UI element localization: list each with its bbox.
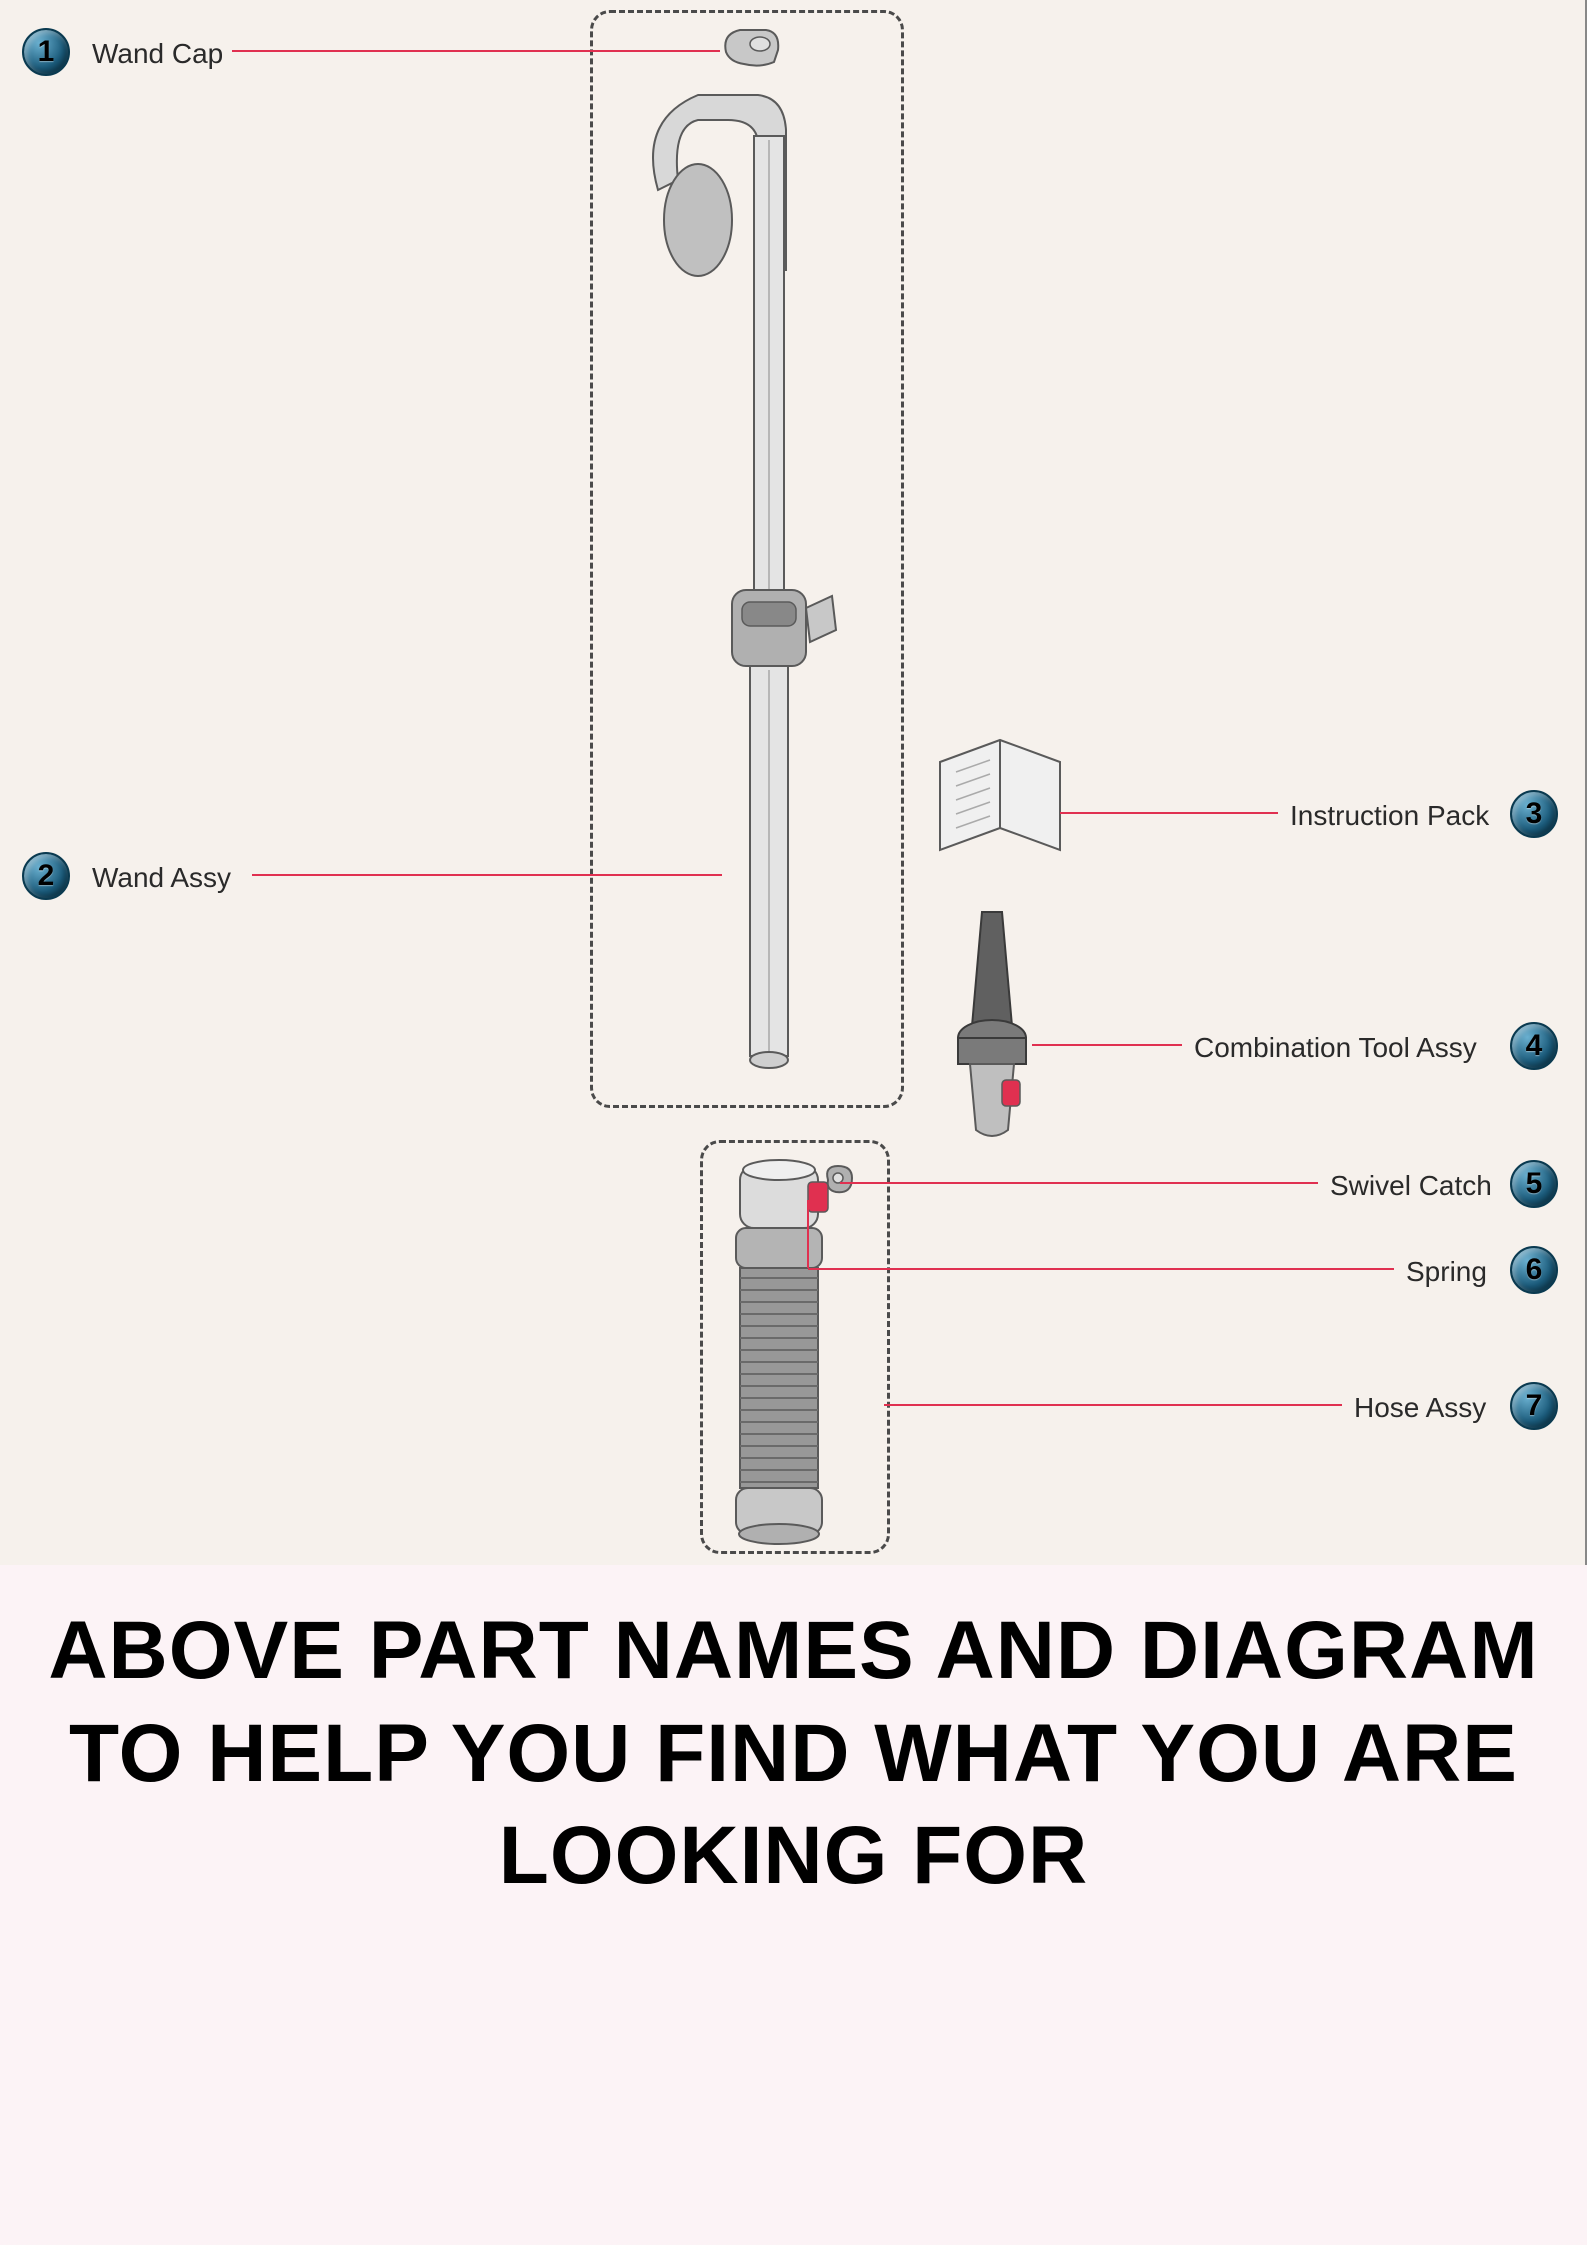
caption-text: ABOVE PART NAMES AND DIAGRAM TO HELP YOU… xyxy=(0,1600,1587,1908)
label-swivel-catch: Swivel Catch xyxy=(1330,1170,1492,1202)
badge-5: 5 xyxy=(1510,1160,1558,1208)
leader-6 xyxy=(808,1268,1394,1270)
badge-2-num: 2 xyxy=(38,859,55,893)
badge-7-num: 7 xyxy=(1526,1389,1543,1423)
leader-7 xyxy=(884,1404,1342,1406)
badge-4: 4 xyxy=(1510,1022,1558,1070)
badge-1: 1 xyxy=(22,28,70,76)
leader-2 xyxy=(252,874,722,876)
leader-1 xyxy=(232,50,720,52)
leader-4 xyxy=(1032,1044,1182,1046)
label-hose-assy: Hose Assy xyxy=(1354,1392,1486,1424)
label-wand-cap: Wand Cap xyxy=(92,38,223,70)
diagram-area xyxy=(0,0,1587,1565)
badge-3: 3 xyxy=(1510,790,1558,838)
badge-2: 2 xyxy=(22,852,70,900)
label-wand-assy: Wand Assy xyxy=(92,862,231,894)
badge-7: 7 xyxy=(1510,1382,1558,1430)
badge-4-num: 4 xyxy=(1526,1029,1543,1063)
badge-6-num: 6 xyxy=(1526,1253,1543,1287)
badge-5-num: 5 xyxy=(1526,1167,1543,1201)
badge-6: 6 xyxy=(1510,1246,1558,1294)
badge-3-num: 3 xyxy=(1526,797,1543,831)
label-combination-tool: Combination Tool Assy xyxy=(1194,1032,1477,1064)
leader-svg xyxy=(0,0,1587,1565)
label-spring: Spring xyxy=(1406,1256,1487,1288)
badge-1-num: 1 xyxy=(38,35,55,69)
leader-5 xyxy=(840,1182,1318,1184)
label-instruction-pack: Instruction Pack xyxy=(1290,800,1489,832)
leader-3 xyxy=(1060,812,1278,814)
